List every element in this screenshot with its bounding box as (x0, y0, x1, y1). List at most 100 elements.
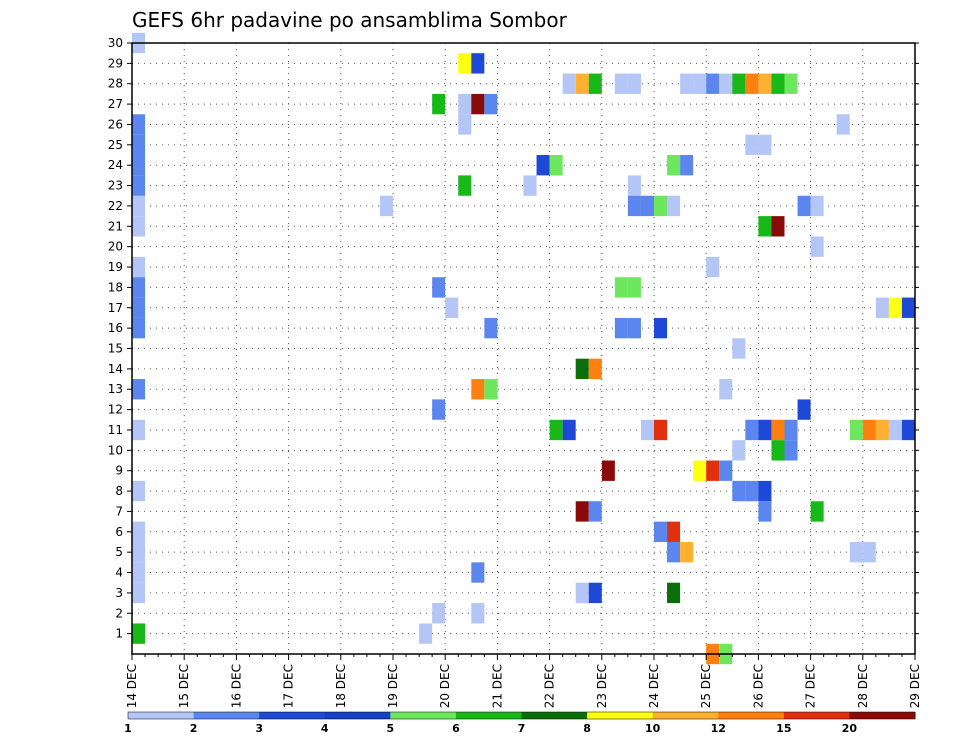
heatmap-cell (132, 541, 146, 563)
heatmap-cell (132, 582, 146, 604)
legend-swatch (587, 712, 654, 719)
heatmap-cell (627, 277, 641, 298)
heatmap-cell (458, 114, 472, 135)
legend-label: 1 (124, 722, 132, 735)
heatmap-cell (575, 501, 589, 522)
legend-swatch (521, 712, 588, 719)
y-tick-label: 16 (108, 321, 123, 335)
y-tick-label: 17 (108, 301, 123, 315)
heatmap-cell (693, 73, 707, 94)
heatmap-cell (588, 501, 602, 522)
x-tick-label: 25 DEC (699, 664, 713, 708)
heatmap-cell (549, 155, 563, 176)
y-tick-label: 9 (115, 464, 123, 478)
y-tick-label: 7 (115, 504, 123, 518)
y-tick-label: 24 (108, 158, 123, 172)
heatmap-cell (732, 73, 746, 94)
y-tick-label: 19 (108, 260, 123, 274)
legend-label: 12 (711, 722, 726, 735)
heatmap-cell (132, 195, 146, 217)
y-tick-label: 30 (108, 36, 123, 50)
heatmap-cell (132, 521, 146, 542)
heatmap-cell (132, 155, 146, 176)
heatmap-cell (771, 419, 785, 441)
heatmap-cell (797, 195, 811, 217)
heatmap-cell (471, 379, 485, 400)
y-tick-label: 27 (108, 97, 123, 111)
x-tick-label: 18 DEC (334, 664, 348, 708)
x-tick-label: 23 DEC (595, 664, 609, 708)
heatmap-cell (706, 460, 720, 481)
heatmap-cell (575, 358, 589, 380)
heatmap-cell (875, 419, 889, 441)
heatmap-cell (614, 317, 628, 339)
legend-label: 3 (255, 722, 263, 735)
heatmap-cell (432, 399, 446, 420)
heatmap-cell (771, 73, 785, 94)
color-legend: 1 2 3 4 5 6 7 8 10 12 15 20 (124, 711, 916, 735)
y-tick-label: 8 (115, 484, 123, 498)
heatmap-cell (484, 317, 498, 339)
legend-label: 15 (776, 722, 791, 735)
x-tick-label: 26 DEC (751, 664, 765, 708)
legend-label: 2 (190, 722, 198, 735)
heatmap-cell (536, 155, 550, 176)
heatmap-cell (901, 297, 915, 318)
heatmap-cell (614, 277, 628, 298)
y-tick-label: 15 (108, 342, 123, 356)
heatmap-cell (132, 134, 146, 156)
heatmap-cell (719, 379, 733, 400)
y-tick-label: 2 (115, 606, 123, 620)
heatmap-cell (888, 297, 902, 318)
y-tick-label: 14 (108, 362, 123, 376)
heatmap-cell (667, 541, 681, 563)
heatmap-cell (849, 419, 863, 441)
heatmap-cell (667, 155, 681, 176)
legend-label: 5 (387, 722, 395, 735)
heatmap-cell (732, 480, 746, 502)
legend-label: 6 (452, 722, 460, 735)
heatmap-cell (771, 216, 785, 237)
heatmap-cell (640, 419, 654, 441)
legend-swatch (390, 712, 457, 719)
heatmap-cell (640, 195, 654, 217)
heatmap-cell (654, 419, 668, 441)
y-tick-label: 4 (115, 566, 123, 580)
heatmap-cell (484, 379, 498, 400)
x-tick-label: 24 DEC (647, 664, 661, 708)
heatmap-cell (471, 93, 485, 115)
x-tick-label: 16 DEC (229, 664, 243, 708)
grid-lines (132, 43, 915, 654)
y-axis-ticks: 1234567891011121314151617181920212223242… (108, 36, 919, 641)
heatmap-cell (132, 297, 146, 318)
heatmap-cell (680, 541, 694, 563)
heatmap-cell (458, 175, 472, 196)
x-tick-label: 29 DEC (908, 664, 922, 708)
heatmap-cell (771, 440, 785, 461)
heatmap-cell (719, 460, 733, 481)
chart-title: GEFS 6hr padavine po ansamblima Sombor (132, 8, 568, 32)
heatmap-cell (614, 73, 628, 94)
heatmap-cell (575, 582, 589, 604)
heatmap-cell (132, 277, 146, 298)
heatmap-cell (471, 562, 485, 583)
heatmap-cell (745, 419, 759, 441)
legend-swatch (849, 712, 916, 719)
x-axis-ticks: 14 DEC 15 DEC 16 DEC 17 DEC 18 DEC 19 DEC 20 D… (125, 654, 922, 708)
x-tick-label: 17 DEC (282, 664, 296, 708)
heatmap-cell (627, 73, 641, 94)
heatmap-cell (132, 114, 146, 135)
heatmap-cell (432, 277, 446, 298)
heatmap-cell (132, 216, 146, 237)
x-tick-label: 15 DEC (177, 664, 191, 708)
heatmap-cell (810, 195, 824, 217)
heatmap-cell (862, 419, 876, 441)
heatmap-cell (562, 73, 576, 94)
heatmap-cell (706, 256, 720, 278)
x-tick-label: 28 DEC (856, 664, 870, 708)
heatmap-cell (797, 399, 811, 420)
legend-swatch (718, 712, 785, 719)
x-tick-label: 22 DEC (543, 664, 557, 708)
y-tick-label: 1 (115, 627, 123, 641)
